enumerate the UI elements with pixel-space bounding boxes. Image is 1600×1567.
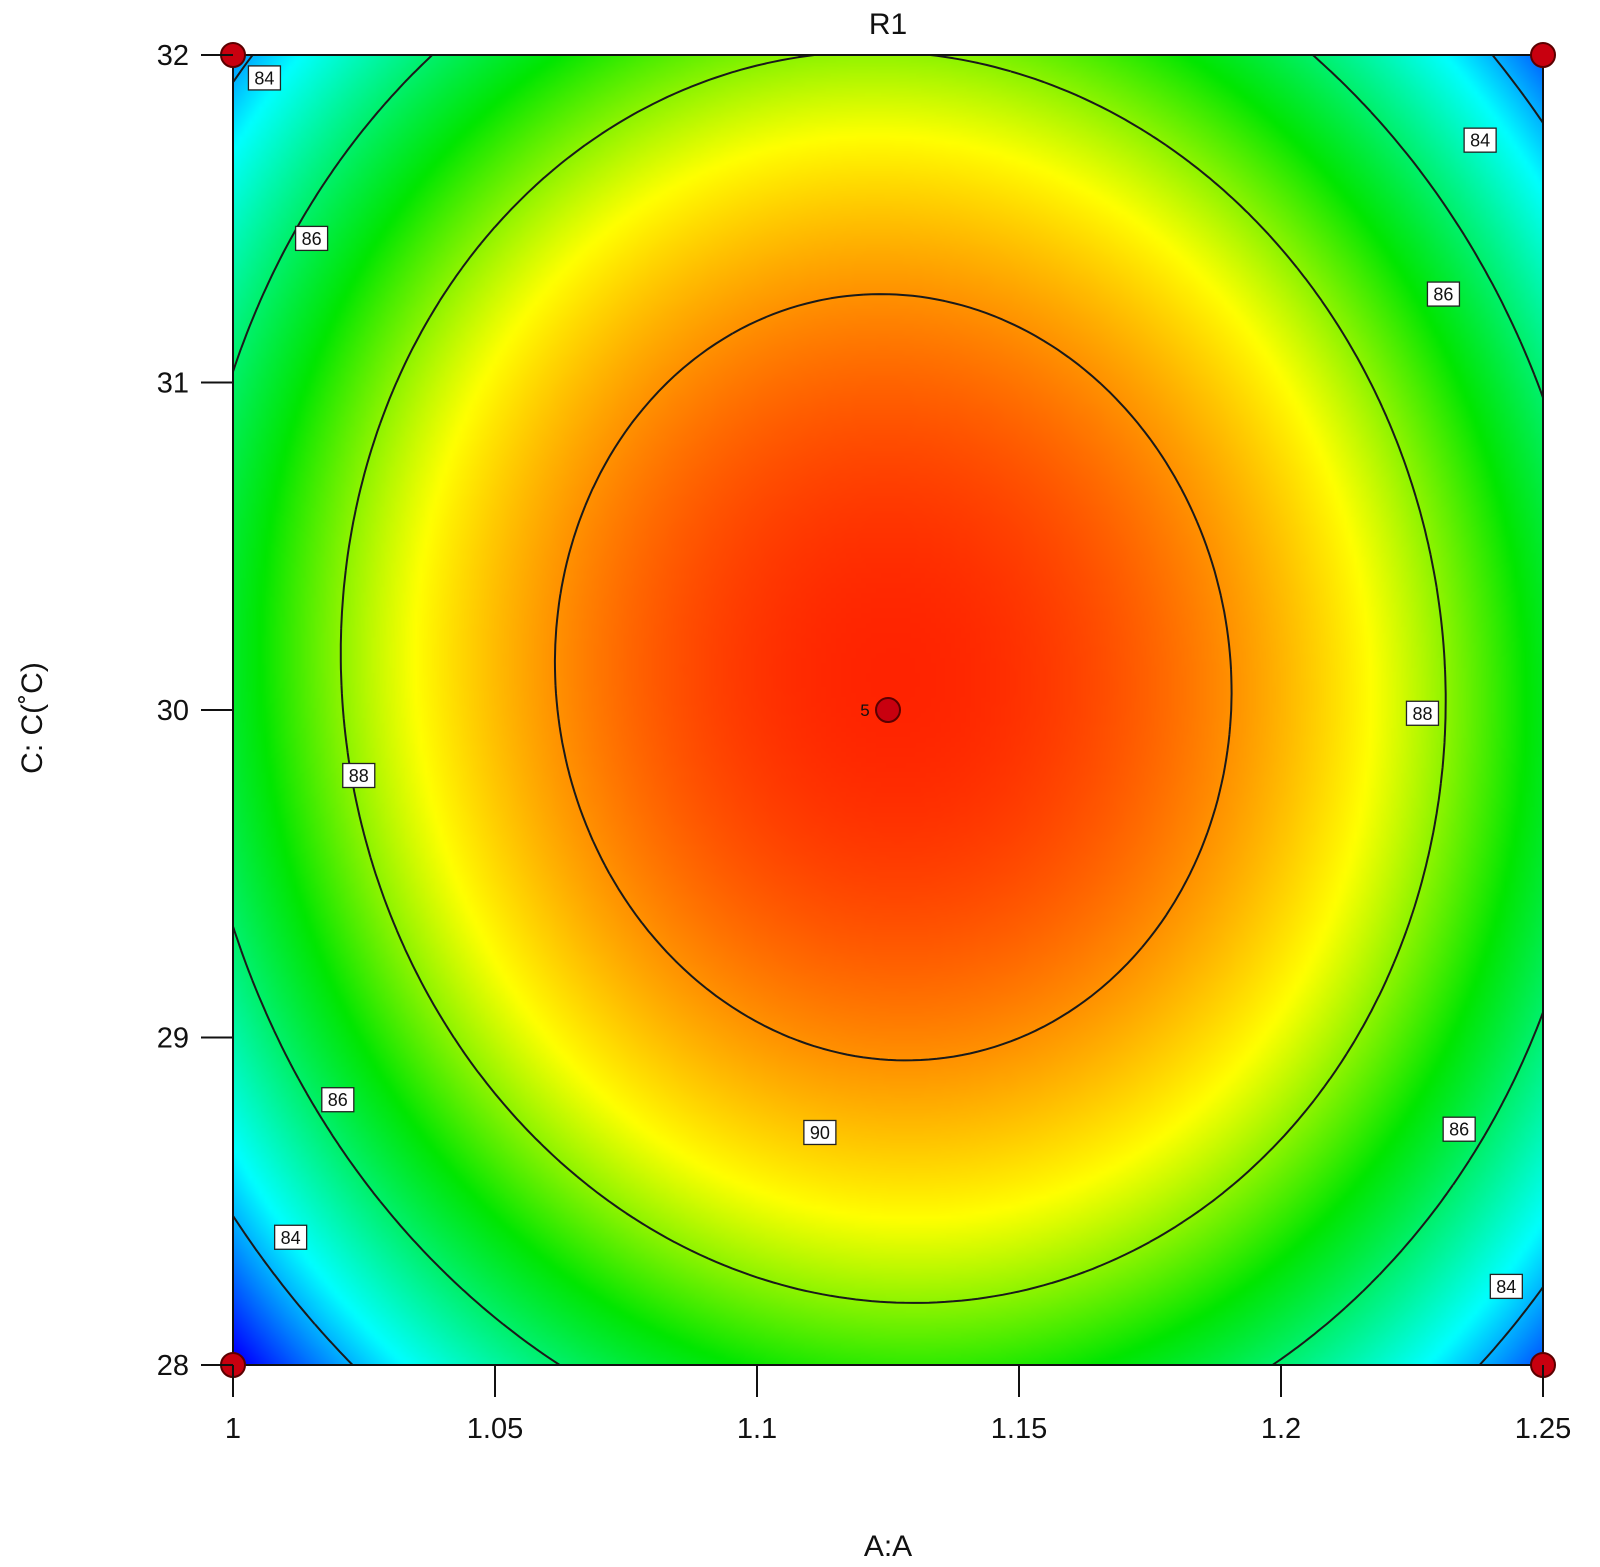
design-point — [875, 697, 901, 723]
svg-text:84: 84 — [281, 1228, 301, 1248]
contour-label: 86 — [1442, 1116, 1476, 1142]
y-tick-label: 32 — [157, 40, 189, 72]
contour-line-88 — [339, 55, 1447, 1304]
contour-label: 90 — [803, 1119, 837, 1146]
x-tick-label: 1.2 — [1261, 1413, 1301, 1445]
svg-text:86: 86 — [302, 229, 322, 249]
contour-label: 86 — [321, 1087, 355, 1113]
contour-line-90 — [553, 293, 1233, 1062]
y-tick-label: 30 — [157, 695, 189, 727]
design-point-label: 5 — [860, 701, 869, 720]
svg-text:84: 84 — [1496, 1277, 1516, 1297]
contour-label: 84 — [1489, 1273, 1523, 1300]
x-axis: 1 1.05 1.1 1.15 1.2 1.25 — [225, 1365, 1571, 1445]
x-tick-label: 1.15 — [991, 1413, 1047, 1445]
y-tick-label: 29 — [157, 1023, 189, 1055]
svg-text:90: 90 — [810, 1123, 830, 1143]
contour-label: 86 — [1426, 281, 1461, 307]
svg-text:84: 84 — [1470, 131, 1490, 151]
svg-text:88: 88 — [349, 766, 369, 786]
contour-label: 86 — [294, 225, 329, 252]
y-axis-title: C: C(˚C) — [16, 662, 49, 774]
contour-label: 84 — [273, 1224, 308, 1250]
x-tick-label: 1.05 — [467, 1413, 523, 1445]
contour-label: 84 — [247, 65, 282, 91]
x-tick-label: 1.25 — [1515, 1413, 1571, 1445]
svg-text:84: 84 — [254, 68, 274, 88]
x-tick-label: 1.1 — [737, 1413, 777, 1445]
contour-line-86 — [233, 55, 1543, 1365]
svg-text:86: 86 — [328, 1090, 348, 1110]
y-axis: 28 29 30 31 32 — [157, 40, 233, 1382]
svg-text:88: 88 — [1412, 704, 1432, 724]
plot-area: 84 84 84 84 86 86 86 86 88 88 90 5 — [220, 42, 1556, 1378]
contour-label: 88 — [1405, 700, 1440, 726]
contour-lines — [233, 55, 1543, 1365]
x-tick-label: 1 — [225, 1413, 241, 1445]
y-tick-label: 28 — [157, 1350, 189, 1382]
design-point — [1530, 42, 1556, 68]
contour-labels: 84 84 84 84 86 86 86 86 88 88 90 — [247, 65, 1523, 1300]
chart-title: R1 — [869, 8, 907, 41]
contour-label: 88 — [342, 762, 376, 789]
svg-text:86: 86 — [1433, 285, 1453, 305]
svg-text:86: 86 — [1449, 1120, 1469, 1140]
x-axis-title: A:A — [864, 1530, 912, 1563]
contour-label: 84 — [1463, 127, 1497, 153]
contour-line-84 — [233, 55, 1543, 1365]
design-points: 5 — [220, 42, 1556, 1378]
y-tick-label: 31 — [157, 368, 189, 400]
